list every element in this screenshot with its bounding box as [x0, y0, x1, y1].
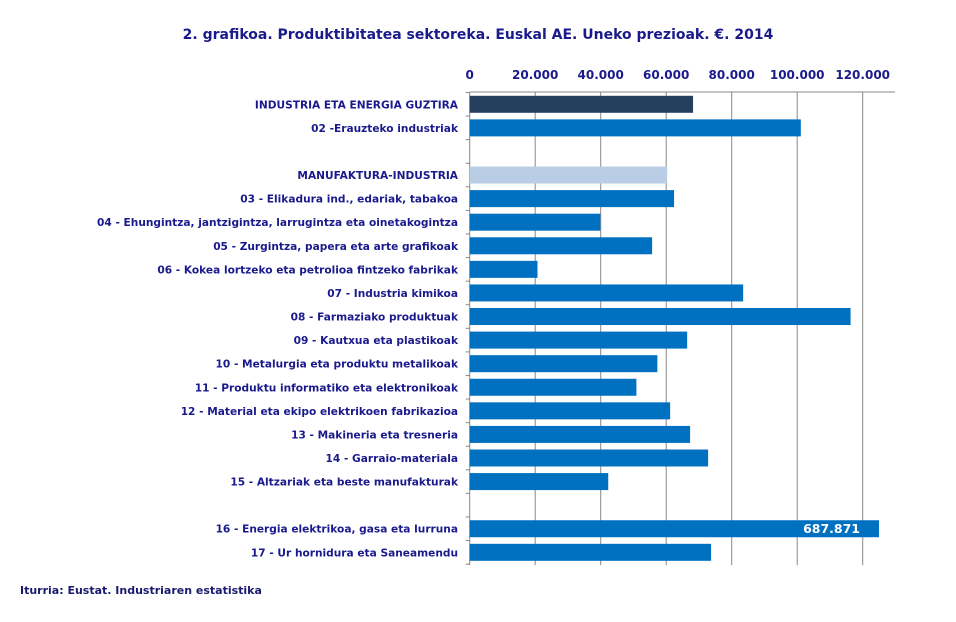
category-label: 17 - Ur hornidura eta Saneamendu: [251, 547, 458, 559]
category-label: INDUSTRIA ETA ENERGIA GUZTIRA: [255, 99, 459, 111]
category-label: 10 - Metalurgia eta produktu metalikoak: [216, 359, 459, 371]
category-label: 08 - Farmaziako produktuak: [291, 312, 459, 324]
category-label: 05 - Zurgintza, papera eta arte grafikoa…: [213, 241, 459, 253]
bar: [469, 425, 691, 443]
bar: [469, 119, 801, 137]
bar: [469, 520, 879, 538]
x-tick-label: 40.000: [578, 68, 624, 82]
bar: [469, 331, 688, 349]
data-label: 687.871: [803, 521, 860, 536]
category-label: 13 - Makineria eta tresneria: [291, 429, 458, 441]
bar: [469, 166, 668, 184]
chart-title: 2. grafikoa. Produktibitatea sektoreka. …: [183, 27, 774, 43]
x-tick-label: 0: [466, 68, 474, 82]
bar: [469, 449, 709, 467]
category-label: 02 -Erauzteko industriak: [311, 123, 459, 135]
bar: [469, 378, 637, 396]
bar: [469, 402, 671, 420]
x-tick-label: 80.000: [709, 68, 755, 82]
x-tick-label: 60.000: [643, 68, 689, 82]
category-label: MANUFAKTURA-INDUSTRIA: [297, 170, 458, 182]
category-label: 12 - Material eta ekipo elektrikoen fabr…: [181, 406, 458, 418]
bar: [469, 308, 851, 326]
category-label: 04 - Ehungintza, jantzigintza, larrugint…: [97, 217, 458, 229]
bar: [469, 473, 609, 491]
bar: [469, 355, 658, 373]
bar: [469, 284, 744, 302]
category-label: 15 - Altzariak eta beste manufakturak: [230, 477, 459, 489]
category-label: 03 - Elikadura ind., edariak, tabakoa: [240, 194, 458, 206]
category-label: 14 - Garraio-materiala: [326, 453, 458, 465]
x-tick-label: 120.000: [835, 68, 890, 82]
x-tick-label: 20.000: [512, 68, 558, 82]
chart-source: Iturria: Eustat. Industriaren estatistik…: [20, 584, 262, 597]
category-label: 09 - Kautxua eta plastikoak: [294, 335, 459, 347]
bar: [469, 237, 653, 255]
category-label: 06 - Kokea lortzeko eta petrolioa fintze…: [157, 264, 459, 276]
bar: [469, 213, 601, 231]
category-label: 11 - Produktu informatiko eta elektronik…: [195, 382, 459, 394]
bar: [469, 190, 675, 208]
bar: [469, 260, 538, 278]
bar: [469, 95, 694, 113]
x-tick-label: 100.000: [770, 68, 825, 82]
category-label: 07 - Industria kimikoa: [327, 288, 458, 300]
category-label: 16 - Energia elektrikoa, gasa eta lurrun…: [216, 524, 458, 536]
bar: [469, 543, 712, 561]
